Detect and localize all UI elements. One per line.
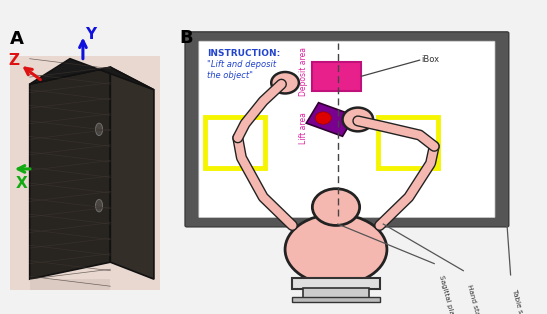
- Circle shape: [342, 108, 373, 131]
- Text: iBox: iBox: [422, 55, 440, 64]
- FancyBboxPatch shape: [185, 32, 509, 227]
- Text: A: A: [10, 30, 24, 48]
- Text: Table screen: Table screen: [511, 289, 528, 314]
- Text: "Lift and deposit: "Lift and deposit: [207, 60, 276, 69]
- Circle shape: [312, 189, 359, 225]
- Circle shape: [271, 72, 299, 94]
- Polygon shape: [30, 59, 154, 90]
- Text: X: X: [16, 176, 27, 191]
- Ellipse shape: [285, 214, 387, 285]
- Circle shape: [315, 112, 331, 124]
- Text: Z: Z: [8, 53, 19, 68]
- Polygon shape: [306, 103, 355, 136]
- Bar: [292, 278, 380, 289]
- Bar: [312, 62, 362, 91]
- Text: the object": the object": [207, 71, 253, 80]
- Text: Sagittal plane: Sagittal plane: [438, 275, 456, 314]
- Bar: [292, 297, 380, 302]
- Polygon shape: [110, 67, 154, 279]
- Bar: [205, 117, 265, 168]
- Bar: [378, 117, 438, 168]
- Circle shape: [96, 199, 103, 212]
- Bar: [10, 56, 160, 290]
- FancyBboxPatch shape: [199, 41, 495, 218]
- Text: Hand start area: Hand start area: [466, 283, 486, 314]
- Text: Deposit area: Deposit area: [299, 47, 308, 96]
- Text: INSTRUCTION:: INSTRUCTION:: [207, 49, 280, 58]
- Text: B: B: [179, 29, 193, 47]
- Text: Y: Y: [85, 27, 97, 42]
- Text: Lift area: Lift area: [299, 112, 308, 144]
- Bar: [30, 279, 110, 290]
- Bar: [303, 288, 369, 299]
- Circle shape: [96, 123, 103, 136]
- Polygon shape: [30, 67, 110, 279]
